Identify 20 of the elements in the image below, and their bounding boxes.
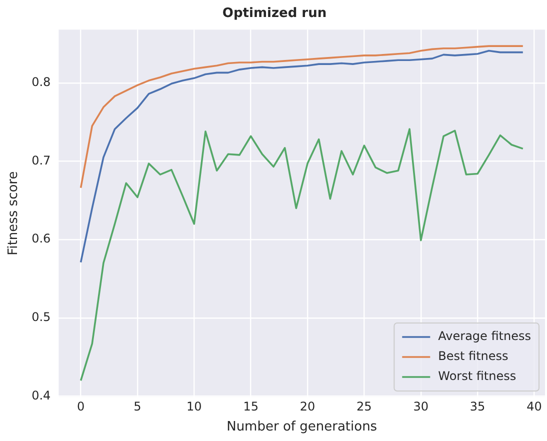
legend-label: Worst fitness xyxy=(438,369,516,384)
x-tick-label: 5 xyxy=(134,399,142,414)
x-tick-label: 35 xyxy=(470,399,486,414)
y-tick-label: 0.7 xyxy=(32,153,51,168)
y-tick-label: 0.8 xyxy=(32,74,51,89)
x-tick-label: 10 xyxy=(186,399,202,414)
x-tick-label: 25 xyxy=(356,399,372,414)
y-tick-label: 0.5 xyxy=(32,310,51,324)
x-tick-label: 0 xyxy=(76,399,85,414)
x-tick-label: 40 xyxy=(526,399,542,414)
x-tick-label: 30 xyxy=(413,399,429,414)
y-tick-label: 0.6 xyxy=(32,232,51,246)
y-tick-label: 0.4 xyxy=(32,388,51,402)
x-axis-title: Number of generations xyxy=(226,420,378,435)
x-tick-label: 15 xyxy=(243,399,258,414)
y-axis-title: Fitness score xyxy=(6,171,22,256)
legend-label: Average fitness xyxy=(438,329,532,344)
legend-label: Best fitness xyxy=(438,349,508,364)
chart-title: Optimized run xyxy=(222,6,327,22)
x-tick-label: 20 xyxy=(300,399,316,414)
